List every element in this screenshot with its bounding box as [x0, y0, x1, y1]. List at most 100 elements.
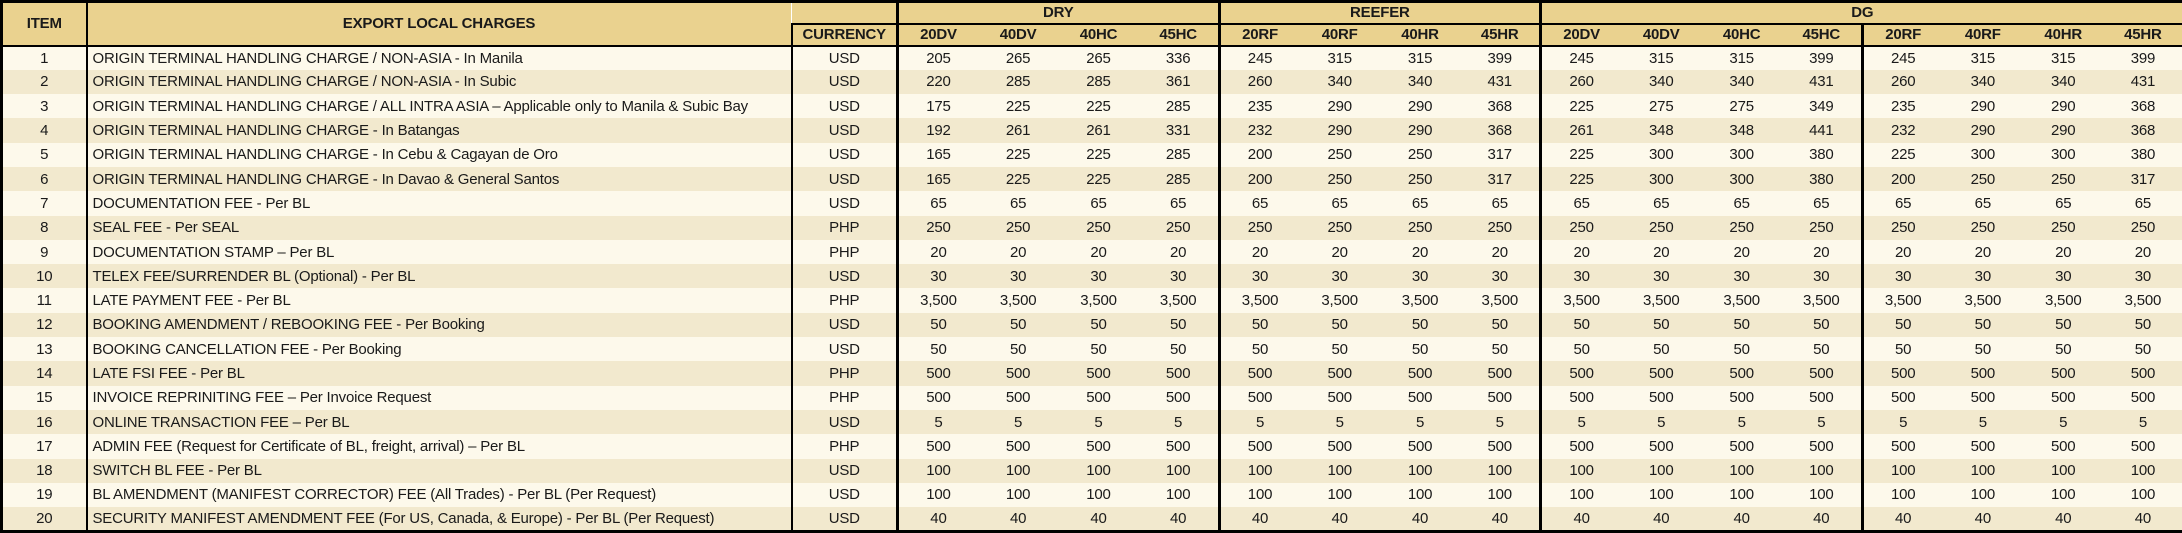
value-cell-reefer-40rf: 500 — [1327, 389, 1352, 407]
value-cell-dg-40rf: 300 — [1970, 146, 1996, 164]
value-cell-reefer-45hr: 250 — [1487, 219, 1512, 237]
value-cell-reefer-40rf: 500 — [1327, 365, 1352, 382]
value-cell-reefer-40rf: 500 — [1327, 437, 1352, 455]
value-cell-dg-45hr: 368 — [2130, 122, 2156, 140]
value-cell-dry-45hc: 361 — [1165, 73, 1191, 91]
value-cell-dry-20dv: 5 — [895, 409, 978, 435]
item-number-cell: 15 — [36, 389, 53, 407]
value-cell-reefer-20rf: 65 — [1217, 191, 1300, 216]
value-cell-dg-40hc: 20 — [1733, 243, 1750, 261]
value-cell-dry-45hc: 500 — [1165, 365, 1191, 382]
value-cell-reefer-40hr: 3,500 — [1401, 292, 1439, 310]
table-body: 1 ORIGIN TERMINAL HANDLING CHARGE / NON-… — [1, 45, 2182, 532]
value-cell-dry-45hc: 250 — [1165, 219, 1191, 237]
value-cell-reefer-20rf: 20 — [1217, 239, 1300, 265]
value-cell-dg-20dv: 225 — [1539, 94, 1622, 119]
value-cell-dg-45hr: 368 — [2130, 97, 2156, 115]
value-cell-dry-20dv: 65 — [895, 191, 978, 216]
item-number-cell: 3 — [40, 97, 49, 115]
table-row: 18 SWITCH BL FEE - Per BL USD 100 100 10… — [1, 458, 2182, 483]
value-cell-dg-40dv: 5 — [1657, 413, 1666, 431]
header-currency: CURRENCY — [790, 23, 898, 47]
currency-cell: USD — [790, 337, 898, 362]
value-cell-dg-40hc: 3,500 — [1723, 292, 1760, 310]
value-cell-reefer-20rf: 245 — [1217, 45, 1300, 70]
value-cell-dg-40hr: 40 — [2055, 510, 2072, 528]
item-number-cell: 12 — [36, 316, 53, 334]
item-number-cell: 16 — [36, 413, 53, 431]
item-number-cell: 1 — [40, 49, 49, 67]
value-cell-dg-40rf: 500 — [1970, 437, 1996, 455]
value-cell-dg-40rf: 250 — [1970, 219, 1996, 237]
value-cell-dg-40dv: 50 — [1653, 340, 1670, 358]
value-cell-reefer-40rf: 30 — [1331, 267, 1348, 285]
value-cell-dry-40hc: 30 — [1090, 267, 1107, 285]
value-cell-reefer-40hr: 250 — [1407, 219, 1433, 237]
value-cell-dry-40hc: 100 — [1086, 462, 1111, 480]
value-cell-dry-40hc: 225 — [1086, 170, 1111, 188]
value-cell-reefer-20rf: 100 — [1217, 482, 1300, 508]
value-cell-dg-20rf: 65 — [1860, 191, 1943, 216]
value-cell-dg-45hc: 100 — [1809, 486, 1834, 504]
value-cell-dg-20rf: 100 — [1860, 458, 1943, 483]
item-number-cell: 9 — [40, 243, 49, 261]
value-cell-dg-20rf: 225 — [1860, 142, 1943, 167]
subheader-reefer-20rf: 20RF — [1217, 23, 1300, 47]
item-number-cell: 10 — [36, 267, 53, 285]
value-cell-dg-45hc: 500 — [1809, 389, 1834, 407]
value-cell-reefer-45hr: 100 — [1487, 486, 1512, 504]
value-cell-dg-20rf: 500 — [1860, 434, 1943, 459]
charge-description-cell: SEAL FEE - Per SEAL — [85, 215, 792, 240]
charge-description-cell: BOOKING AMENDMENT / REBOOKING FEE - Per … — [85, 312, 792, 338]
value-cell-dg-45hc: 3,500 — [1803, 292, 1840, 310]
value-cell-reefer-45hr: 40 — [1491, 510, 1508, 528]
value-cell-dg-40hc: 65 — [1733, 194, 1750, 212]
charge-description-cell: TELEX FEE/SURRENDER BL (Optional) - Per … — [85, 264, 792, 289]
value-cell-dg-40hr: 250 — [2050, 170, 2076, 188]
table-row: 17 ADMIN FEE (Request for Certificate of… — [1, 434, 2182, 459]
value-cell-dry-40dv: 500 — [1005, 437, 1031, 455]
value-cell-dg-40hc: 315 — [1729, 49, 1754, 67]
value-cell-dry-40hc: 225 — [1086, 146, 1111, 164]
value-cell-dg-40rf: 500 — [1970, 389, 1996, 407]
value-cell-reefer-20rf: 50 — [1217, 337, 1300, 362]
value-cell-reefer-40hr: 250 — [1407, 170, 1433, 188]
value-cell-dry-20dv: 205 — [895, 45, 978, 70]
value-cell-dg-40hr: 30 — [2055, 267, 2072, 285]
value-cell-dry-20dv: 40 — [895, 507, 978, 532]
value-cell-dg-20rf: 232 — [1860, 118, 1943, 143]
header-subcolumn-row: CURRENCY 20DV 40DV 40HC 45HC 20RF 40RF 4… — [2, 23, 2182, 47]
table-row: 16 ONLINE TRANSACTION FEE – Per BL USD 5… — [1, 409, 2182, 435]
value-cell-dg-45hc: 431 — [1809, 73, 1834, 91]
value-cell-reefer-40rf: 340 — [1327, 73, 1352, 91]
value-cell-reefer-45hr: 100 — [1487, 462, 1512, 480]
currency-cell: USD — [790, 166, 898, 192]
value-cell-dg-20dv: 500 — [1539, 385, 1622, 410]
value-cell-dry-20dv: 30 — [895, 264, 978, 289]
value-cell-reefer-45hr: 20 — [1491, 243, 1508, 261]
value-cell-dg-20rf: 20 — [1860, 239, 1943, 265]
value-cell-dg-20dv: 261 — [1539, 118, 1622, 143]
value-cell-dry-20dv: 165 — [895, 166, 978, 192]
value-cell-dg-40rf: 40 — [1974, 510, 1991, 528]
value-cell-reefer-45hr: 399 — [1487, 49, 1512, 67]
value-cell-dg-45hc: 441 — [1809, 122, 1834, 140]
value-cell-dg-45hr: 50 — [2134, 340, 2152, 358]
value-cell-dry-45hc: 336 — [1165, 49, 1191, 67]
value-cell-dg-40hc: 250 — [1729, 219, 1754, 237]
value-cell-reefer-40hr: 290 — [1407, 97, 1433, 115]
value-cell-dg-40rf: 5 — [1978, 413, 1987, 431]
value-cell-dg-20dv: 3,500 — [1539, 288, 1622, 313]
value-cell-reefer-45hr: 5 — [1495, 413, 1504, 431]
value-cell-dg-40dv: 300 — [1649, 146, 1674, 164]
value-cell-dg-40dv: 275 — [1649, 97, 1674, 115]
value-cell-dg-40dv: 30 — [1653, 267, 1670, 285]
value-cell-dg-45hc: 349 — [1809, 97, 1834, 115]
value-cell-dg-45hc: 500 — [1809, 365, 1834, 382]
value-cell-dry-40dv: 261 — [1005, 122, 1031, 140]
charge-description-cell: ONLINE TRANSACTION FEE – Per BL — [85, 409, 792, 435]
charge-description-cell: SWITCH BL FEE - Per BL — [85, 458, 792, 483]
item-number-cell: 4 — [40, 122, 49, 140]
value-cell-dry-45hc: 5 — [1174, 413, 1183, 431]
charge-description-cell: DOCUMENTATION FEE - Per BL — [85, 191, 792, 216]
